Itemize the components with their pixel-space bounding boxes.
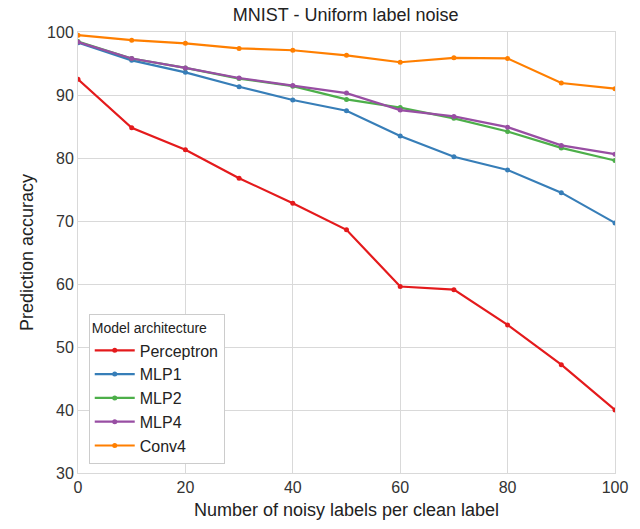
svg-text:40: 40	[56, 402, 74, 419]
svg-text:Prediction accuracy: Prediction accuracy	[17, 174, 37, 331]
svg-text:MLP1: MLP1	[140, 366, 182, 383]
svg-text:Number of noisy labels per cle: Number of noisy labels per clean label	[194, 500, 499, 520]
svg-text:80: 80	[499, 479, 517, 496]
svg-text:50: 50	[56, 339, 74, 356]
svg-text:MNIST - Uniform label noise: MNIST - Uniform label noise	[233, 5, 459, 25]
svg-text:20: 20	[177, 479, 195, 496]
svg-text:70: 70	[56, 213, 74, 230]
svg-text:60: 60	[56, 276, 74, 293]
svg-text:Perceptron: Perceptron	[140, 343, 218, 360]
svg-text:90: 90	[56, 87, 74, 104]
svg-text:100: 100	[602, 479, 629, 496]
svg-text:MLP4: MLP4	[140, 414, 182, 431]
svg-text:40: 40	[284, 479, 302, 496]
svg-text:60: 60	[391, 479, 409, 496]
svg-text:100: 100	[47, 24, 74, 41]
svg-text:Model architecture: Model architecture	[92, 320, 207, 336]
svg-text:0: 0	[74, 479, 83, 496]
svg-text:MLP2: MLP2	[140, 390, 182, 407]
svg-text:30: 30	[56, 465, 74, 482]
svg-text:80: 80	[56, 150, 74, 167]
svg-text:Conv4: Conv4	[140, 438, 186, 455]
